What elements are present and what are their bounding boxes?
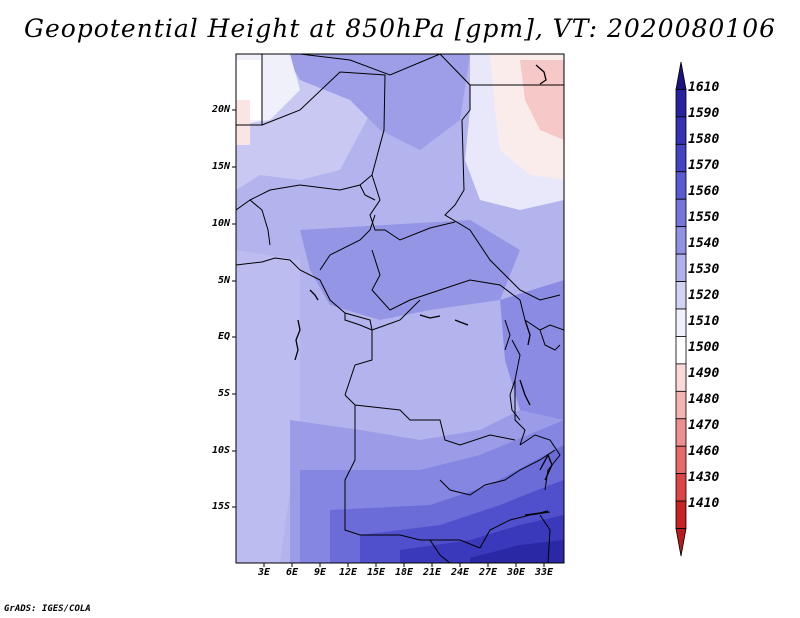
colorbar-segment [675,226,687,255]
colorbar-label: 1500 [688,340,720,355]
lon-label-27e: 27E [478,567,498,578]
colorbar-segment [675,390,687,420]
colorbar-segment [675,363,687,392]
colorbar-label: 1610 [688,80,720,95]
colorbar-label: 1460 [688,444,720,459]
colorbar-segment [675,528,687,557]
colorbar-label: 1590 [688,106,720,121]
colorbar-segment [675,418,687,447]
colorbar-label: 1470 [688,418,720,433]
colorbar-label: 1570 [688,158,720,173]
colorbar [675,61,687,557]
lon-label-9e: 9E [313,567,327,578]
colorbar-label: 1520 [688,288,720,303]
colorbar-label: 1550 [688,210,720,225]
colorbar-segment [675,61,687,90]
lon-label-15e: 15E [366,567,386,578]
grads-credit: GrADS: IGES/COLA [4,604,91,614]
lat-label-5s: 5S [217,388,230,399]
lon-label-12e: 12E [338,567,358,578]
colorbar-segment [675,308,687,337]
lat-label-15n: 15N [211,161,230,172]
lat-label-10n: 10N [211,218,230,229]
colorbar-label: 1560 [688,184,720,199]
lat-label-10s: 10S [211,445,230,456]
colorbar-label: 1540 [688,236,720,251]
colorbar-label: 1490 [688,366,720,381]
colorbar-segment [675,143,687,173]
lon-label-3e: 3E [257,567,271,578]
colorbar-segment [675,253,687,282]
height-field [236,54,564,563]
colorbar-segment [675,281,687,310]
lon-label-18e: 18E [394,567,414,578]
colorbar-segment [675,171,687,200]
colorbar-segment [675,198,687,228]
colorbar-label: 1580 [688,132,720,147]
colorbar-segment [675,336,687,365]
colorbar-segment [675,116,687,145]
lat-label-15s: 15S [211,501,230,512]
lat-label-eq: EQ [217,331,230,342]
colorbar-label: 1430 [688,470,720,485]
lon-label-30e: 30E [506,567,526,578]
colorbar-segment [675,445,687,475]
map-frame [235,53,565,564]
lon-label-24e: 24E [450,567,470,578]
colorbar-label: 1530 [688,262,720,277]
colorbar-label: 1510 [688,314,720,329]
colorbar-segment [675,473,687,502]
lat-label-20n: 20N [211,104,230,115]
lat-label-5n: 5N [217,275,230,286]
lon-label-33e: 33E [534,567,554,578]
colorbar-segment [675,500,687,529]
colorbar-label: 1410 [688,496,720,511]
colorbar-segment [675,89,687,118]
lon-label-6e: 6E [285,567,299,578]
colorbar-label: 1480 [688,392,720,407]
lon-label-21e: 21E [422,567,442,578]
map-title: Geopotential Height at 850hPa [gpm], VT:… [23,14,777,43]
